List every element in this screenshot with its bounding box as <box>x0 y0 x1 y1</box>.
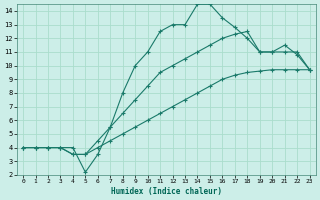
X-axis label: Humidex (Indice chaleur): Humidex (Indice chaleur) <box>111 187 222 196</box>
